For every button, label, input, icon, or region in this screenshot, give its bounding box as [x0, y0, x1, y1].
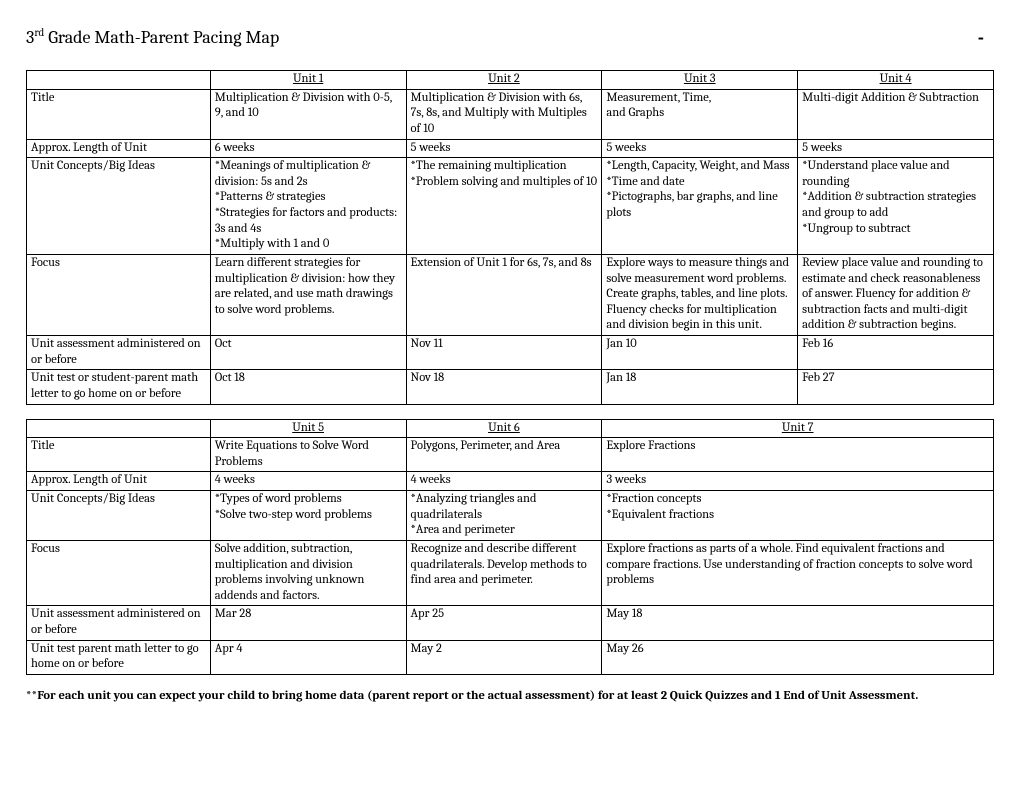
table-cell: Feb 16: [798, 336, 994, 370]
table-cell: 3 weeks: [602, 472, 994, 491]
row-label: Unit test parent math letter to go home …: [27, 640, 211, 674]
row-label: Focus: [27, 254, 211, 335]
table-cell: 4 weeks: [210, 472, 406, 491]
table-cell: Solve addition, subtraction, multiplicat…: [210, 540, 406, 606]
table-cell: 5 weeks: [798, 139, 994, 158]
row-label: Approx. Length of Unit: [27, 139, 211, 158]
table-cell: Learn different strategies for multiplic…: [210, 254, 406, 335]
page-mark: -: [978, 26, 984, 49]
table-cell: *Understand place value and rounding *Ad…: [798, 158, 994, 255]
table-cell: Apr 4: [210, 640, 406, 674]
row-label: Unit Concepts/Big Ideas: [27, 491, 211, 541]
row-label: Unit assessment administered on or befor…: [27, 606, 211, 640]
table-cell: 4 weeks: [406, 472, 602, 491]
table-cell: Explore Fractions: [602, 438, 994, 472]
page-title: 3rd Grade Math-Parent Pacing Map: [26, 26, 994, 48]
footnote: **For each unit you can expect your chil…: [26, 689, 994, 703]
table-cell: Jan 10: [602, 336, 798, 370]
row-label: Unit assessment administered on or befor…: [27, 336, 211, 370]
table-cell: Review place value and rounding to estim…: [798, 254, 994, 335]
row-label: Unit Concepts/Big Ideas: [27, 158, 211, 255]
table-cell: Oct: [210, 336, 406, 370]
row-label: Approx. Length of Unit: [27, 472, 211, 491]
table-cell: Measurement, Time, and Graphs: [602, 89, 798, 139]
table-cell: Polygons, Perimeter, and Area: [406, 438, 602, 472]
table-cell: *Analyzing triangles and quadrilaterals …: [406, 491, 602, 541]
table-cell: Nov 18: [406, 370, 602, 404]
unit-header: Unit 2: [406, 71, 602, 90]
table-cell: 6 weeks: [210, 139, 406, 158]
unit-header: Unit 6: [406, 419, 602, 438]
table-cell: *Length, Capacity, Weight, and Mass *Tim…: [602, 158, 798, 255]
table-cell: May 2: [406, 640, 602, 674]
unit-header: Unit 3: [602, 71, 798, 90]
table-cell: Explore fractions as parts of a whole. F…: [602, 540, 994, 606]
table-cell: Jan 18: [602, 370, 798, 404]
t1-body: Unit 1Unit 2Unit 3Unit 4TitleMultiplicat…: [27, 71, 994, 405]
unit-header: Unit 1: [210, 71, 406, 90]
table-cell: Mar 28: [210, 606, 406, 640]
row-label: Title: [27, 89, 211, 139]
table-cell: Extension of Unit 1 for 6s, 7s, and 8s: [406, 254, 602, 335]
row-label-header: [27, 71, 211, 90]
table-cell: Recognize and describe different quadril…: [406, 540, 602, 606]
table-cell: Nov 11: [406, 336, 602, 370]
table-cell: *Types of word problems *Solve two-step …: [210, 491, 406, 541]
row-label: Unit test or student-parent math letter …: [27, 370, 211, 404]
unit-header: Unit 4: [798, 71, 994, 90]
unit-header: Unit 5: [210, 419, 406, 438]
table-cell: *Meanings of multiplication & division: …: [210, 158, 406, 255]
table-cell: Feb 27: [798, 370, 994, 404]
table-cell: Multiplication & Division with 6s, 7s, 8…: [406, 89, 602, 139]
row-label-header: [27, 419, 211, 438]
row-label: Focus: [27, 540, 211, 606]
table-cell: 5 weeks: [406, 139, 602, 158]
table-cell: Multi-digit Addition & Subtraction: [798, 89, 994, 139]
table-cell: Multiplication & Division with 0-5, 9, a…: [210, 89, 406, 139]
table-cell: Write Equations to Solve Word Problems: [210, 438, 406, 472]
row-label: Title: [27, 438, 211, 472]
pacing-table-2: Unit 5Unit 6Unit 7 TitleWrite Equations t…: [26, 419, 994, 675]
table-cell: Explore ways to measure things and solve…: [602, 254, 798, 335]
table-cell: May 26: [602, 640, 994, 674]
table-cell: 5 weeks: [602, 139, 798, 158]
t2-body: Unit 5Unit 6Unit 7 TitleWrite Equations t…: [27, 419, 994, 674]
unit-header: Unit 7: [602, 419, 994, 438]
table-cell: *Fraction concepts *Equivalent fractions: [602, 491, 994, 541]
table-cell: *The remaining multiplication *Problem s…: [406, 158, 602, 255]
table-cell: Apr 25: [406, 606, 602, 640]
table-cell: May 18: [602, 606, 994, 640]
table-cell: Oct 18: [210, 370, 406, 404]
pacing-table-1: Unit 1Unit 2Unit 3Unit 4TitleMultiplicat…: [26, 70, 994, 405]
